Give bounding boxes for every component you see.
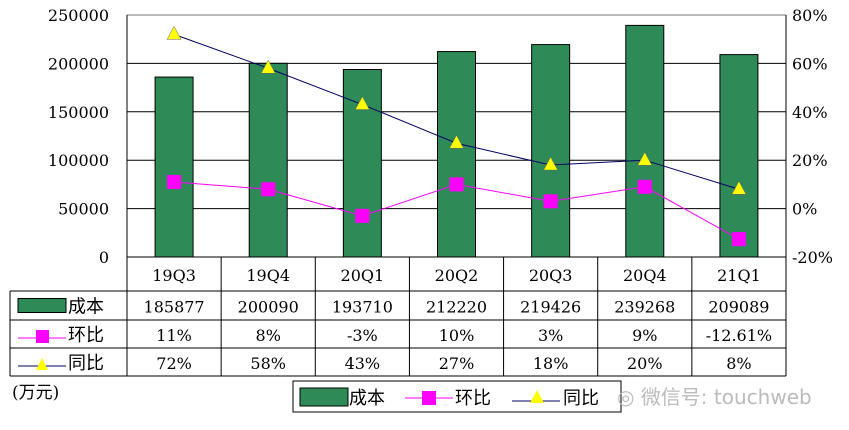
marker-同比: [260, 59, 276, 74]
table-cell: 185877: [144, 298, 205, 317]
marker-环比: [261, 182, 276, 197]
left-tick-label: 200000: [48, 54, 109, 73]
table-cell: 219426: [520, 298, 581, 317]
bar-19Q4: [248, 62, 288, 258]
watermark-text: 微信号: touchweb: [640, 385, 812, 409]
table-cell: 239268: [614, 298, 675, 317]
right-tick-label: 60%: [792, 54, 828, 73]
marker-环比: [449, 177, 464, 192]
marker-环比: [355, 208, 370, 223]
right-tick-label: 40%: [792, 103, 828, 122]
marker-环比: [543, 194, 558, 209]
category-label: 21Q1: [717, 266, 761, 285]
table-cell: 209089: [708, 298, 769, 317]
table-cell: 8%: [256, 326, 281, 345]
category-label: 20Q1: [341, 266, 385, 285]
legend-key-同比: [36, 358, 48, 370]
row-label: 成本: [68, 297, 104, 318]
legend-key-环比: [422, 391, 436, 405]
table-cell: 200090: [238, 298, 299, 317]
legend-key-成本: [17, 298, 67, 313]
watermark: ◎ 微信号: touchweb: [617, 381, 812, 410]
row-label: 环比: [68, 325, 104, 346]
marker-环比: [167, 174, 182, 189]
right-tick-label: -20%: [792, 248, 833, 267]
table-cell: 11%: [156, 326, 192, 345]
legend-key-环比: [36, 330, 49, 343]
legend-label: 同比: [563, 388, 599, 409]
table-cell: 43%: [345, 354, 381, 373]
table-cell: 9%: [632, 326, 657, 345]
legend-key-同比: [530, 390, 544, 403]
category-label: 20Q2: [435, 266, 479, 285]
right-tick-label: 20%: [792, 151, 828, 170]
marker-环比: [731, 232, 746, 247]
table-cell: -3%: [347, 326, 378, 345]
bar-19Q3: [154, 76, 194, 258]
marker-同比: [543, 156, 559, 171]
table-cell: 193710: [332, 298, 393, 317]
category-label: 20Q3: [529, 266, 573, 285]
legend-label: 成本: [349, 388, 385, 409]
bar-20Q4: [625, 24, 665, 258]
table-cell: 20%: [627, 354, 663, 373]
left-tick-label: 50000: [58, 200, 109, 219]
legend-key-成本: [299, 387, 349, 407]
left-tick-label: 100000: [48, 151, 109, 170]
wechat-icon: ◎: [617, 385, 635, 409]
table-cell: 27%: [439, 354, 475, 373]
table-cell: 212220: [426, 298, 487, 317]
marker-同比: [449, 134, 464, 149]
marker-同比: [166, 25, 182, 40]
right-tick-label: 80%: [792, 6, 828, 25]
table-cell: -12.61%: [706, 326, 772, 345]
left-tick-label: 150000: [48, 103, 109, 122]
marker-同比: [637, 151, 653, 166]
left-tick-label: 250000: [48, 6, 109, 25]
category-label: 19Q4: [246, 266, 290, 285]
category-label: 20Q4: [623, 266, 667, 285]
table-cell: 72%: [156, 354, 192, 373]
right-tick-label: 0%: [792, 200, 817, 219]
marker-同比: [354, 96, 370, 110]
marker-同比: [731, 180, 747, 195]
table-cell: 18%: [533, 354, 569, 373]
left-tick-label: 0: [99, 248, 109, 267]
unit-label: (万元): [12, 383, 59, 403]
category-label: 19Q3: [152, 266, 196, 285]
table-cell: 8%: [726, 354, 751, 373]
marker-环比: [637, 179, 652, 194]
table-cell: 10%: [439, 326, 475, 345]
row-label: 同比: [68, 353, 104, 374]
table-cell: 3%: [538, 326, 563, 345]
bar-21Q1: [719, 54, 759, 258]
bar-20Q3: [531, 44, 571, 258]
legend-label: 环比: [455, 388, 491, 409]
bar-20Q2: [437, 51, 476, 258]
table-cell: 58%: [250, 354, 286, 373]
